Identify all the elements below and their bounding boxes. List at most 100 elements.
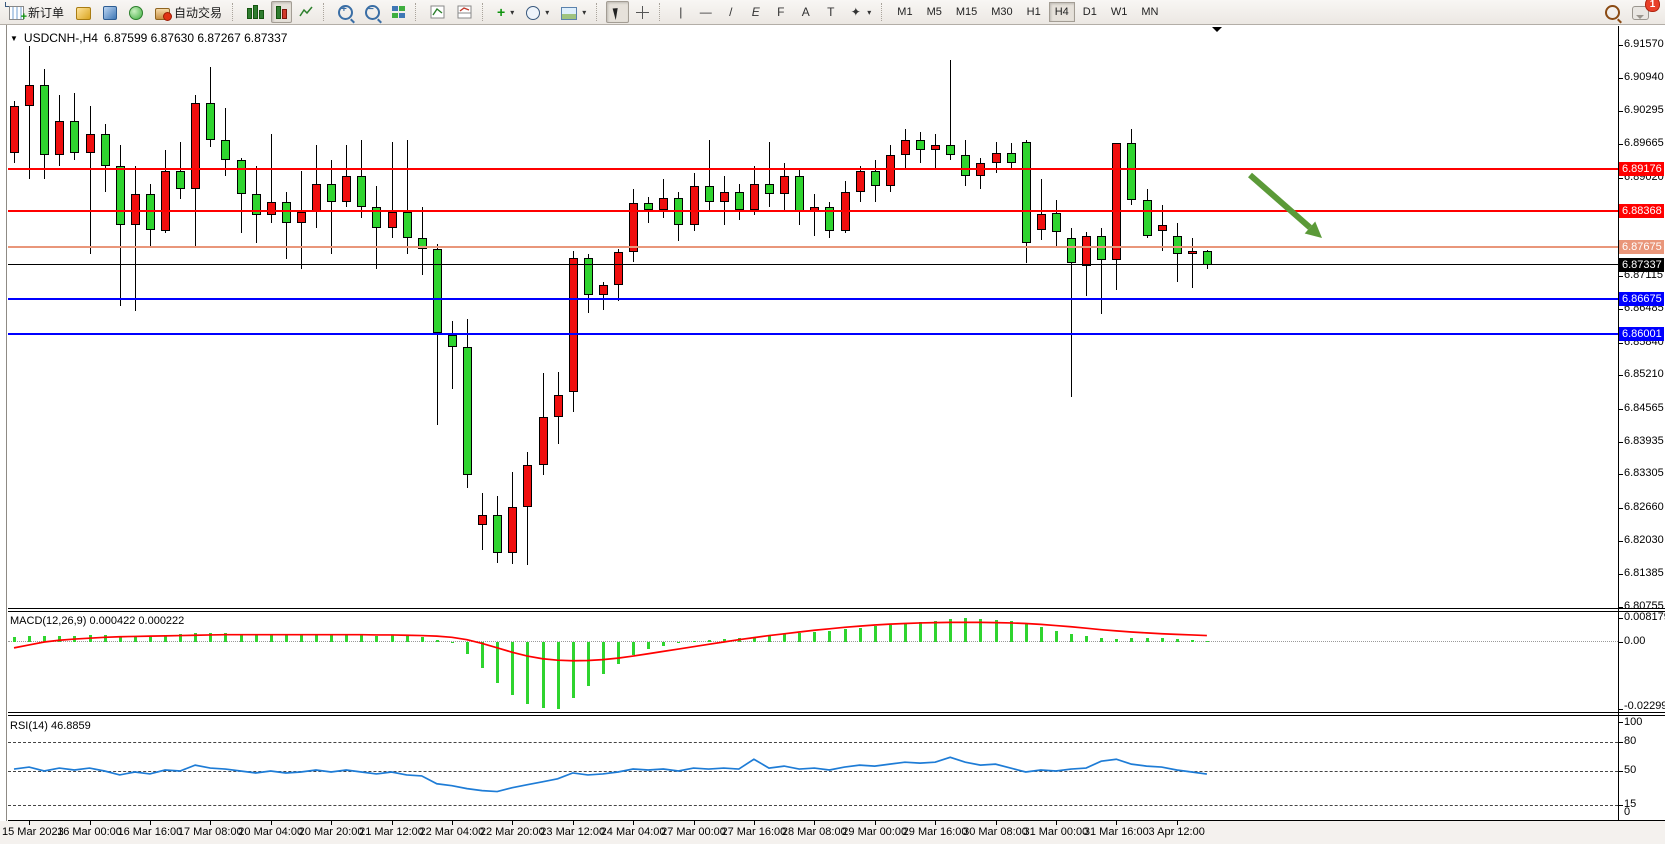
horizontal-line-button[interactable]: — [694, 1, 717, 23]
horizontal-line-object [8, 246, 1618, 248]
time-tick [814, 821, 816, 825]
price-tick-label: 6.90295 [1624, 104, 1664, 117]
price-badge: 6.86675 [1619, 292, 1664, 307]
candle [644, 203, 654, 210]
notification-badge: 1 [1645, 0, 1660, 12]
tab-m30[interactable]: M30 [991, 6, 1013, 18]
new-order-button[interactable]: 新订单 [4, 1, 69, 23]
candle [916, 139, 925, 150]
search-button[interactable] [1600, 1, 1625, 23]
candle-wick [1191, 238, 1193, 288]
time-label: 30 Mar 08:00 [963, 826, 1028, 838]
chat-bubble-icon [1632, 5, 1649, 20]
time-label: 22 Mar 20:00 [479, 826, 545, 838]
chart-symbol: USDCNH-,H4 [23, 31, 98, 45]
macd-bar [556, 642, 560, 710]
data-window-button[interactable] [98, 1, 122, 23]
chart-template-button[interactable]: ▾ [556, 1, 591, 23]
text-button[interactable]: A [794, 1, 817, 23]
candle-wick [950, 60, 952, 161]
market-watch-button[interactable] [71, 1, 96, 23]
cursor-button[interactable] [606, 1, 630, 23]
tab-m5[interactable]: M5 [926, 6, 942, 18]
indicator-window-button[interactable] [452, 1, 477, 23]
price-tick [1618, 342, 1623, 344]
tab-h4[interactable]: H4 [1048, 2, 1075, 22]
price-tick [1618, 606, 1623, 608]
period-selector-button[interactable]: ▾ [521, 1, 554, 23]
indicator-window-icon [457, 5, 472, 19]
tab-h1[interactable]: H1 [1026, 6, 1041, 18]
time-label: 15 Mar 2023 [2, 826, 64, 838]
time-tick [391, 821, 393, 825]
time-tick [1116, 821, 1118, 825]
arrows-button[interactable]: ✦ ▾ [844, 1, 876, 23]
chevron-down-icon: ▾ [867, 7, 872, 17]
candle-wick [451, 321, 453, 389]
price-tick-label: 6.82030 [1624, 533, 1664, 546]
navigator-button[interactable] [124, 1, 148, 23]
time-label: 29 Mar 00:00 [842, 826, 908, 838]
candle-wick [285, 191, 287, 260]
price-tick [1618, 177, 1623, 179]
horizontal-line-object [8, 333, 1618, 335]
time-tick [29, 821, 31, 825]
price-tick-label: 6.82660 [1624, 500, 1664, 513]
rsi-level-line [8, 741, 1618, 743]
tile-windows-button[interactable] [387, 1, 410, 23]
time-label: 17 Mar 08:00 [177, 826, 243, 838]
tab-m1[interactable]: M1 [897, 6, 913, 18]
candle [10, 105, 19, 153]
vertical-line-button[interactable]: | [669, 1, 692, 23]
candle [447, 334, 457, 347]
candle-wick [29, 46, 31, 179]
time-label: 31 Mar 16:00 [1083, 826, 1149, 838]
cursor-icon [612, 5, 626, 20]
time-label: 22 Mar 04:00 [419, 826, 485, 838]
candlestick-chart-button[interactable] [271, 1, 293, 23]
price-tick-label: 6.85210 [1624, 368, 1664, 381]
rsi-tick [1618, 771, 1623, 772]
candle [372, 207, 382, 228]
text-label-button[interactable]: T [819, 1, 842, 23]
chevron-down-icon: ▾ [582, 7, 587, 17]
candle [161, 170, 170, 231]
zoom-in-button[interactable]: + [333, 1, 358, 23]
chart-plot-area[interactable] [8, 26, 1618, 820]
autotrading-button[interactable]: 自动交易 [150, 1, 227, 23]
candle [704, 186, 714, 202]
zoom-out-button[interactable]: − [360, 1, 385, 23]
price-tick-label: 6.90940 [1624, 70, 1664, 83]
candle [961, 155, 971, 176]
tab-mn[interactable]: MN [1141, 6, 1159, 18]
candle [70, 121, 80, 153]
fibonacci-button[interactable]: F [769, 1, 792, 23]
time-label: 20 Mar 04:00 [238, 826, 304, 838]
candle [1036, 214, 1046, 231]
crosshair-button[interactable] [631, 1, 654, 23]
symbol-dropdown-icon[interactable]: ▼ [10, 33, 18, 43]
candle-wick [663, 178, 665, 218]
macd-tick [1618, 642, 1623, 643]
candle [931, 144, 941, 150]
candle [130, 194, 140, 226]
candle-wick [648, 196, 650, 223]
clock-icon [526, 5, 541, 20]
candle [221, 139, 231, 161]
candle [629, 203, 639, 253]
notifications-button[interactable]: 1 [1627, 0, 1660, 23]
add-indicator-button[interactable]: + ▾ [492, 1, 519, 23]
time-tick [89, 821, 91, 825]
tab-m15[interactable]: M15 [955, 6, 978, 18]
candle [614, 252, 623, 286]
tab-w1[interactable]: W1 [1110, 6, 1128, 18]
equidistant-channel-button[interactable]: E [744, 1, 767, 23]
line-chart-button[interactable] [294, 1, 318, 23]
bar-chart-button[interactable] [242, 1, 269, 23]
time-label: 28 Mar 08:00 [781, 826, 847, 838]
trendline-button[interactable]: / [719, 1, 742, 23]
tab-d1[interactable]: D1 [1082, 6, 1097, 18]
indicator-list-button[interactable] [425, 1, 450, 23]
time-axis-strip [0, 821, 1665, 844]
